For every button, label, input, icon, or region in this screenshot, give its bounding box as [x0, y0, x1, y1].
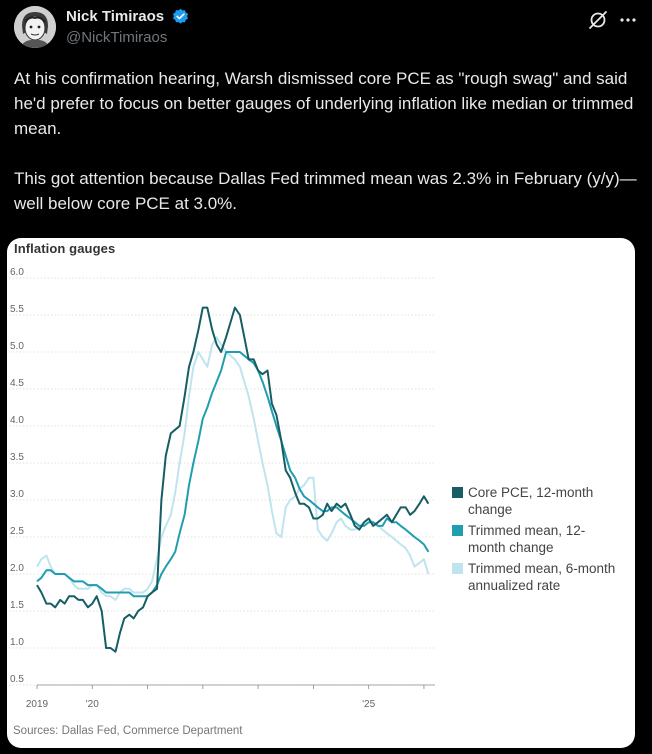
tweet-paragraph: This got attention because Dallas Fed tr… — [14, 169, 637, 213]
chart-source: Sources: Dallas Fed, Commerce Department — [13, 725, 243, 737]
y-tick-label: 6.0 — [10, 267, 24, 278]
chart-image[interactable]: 0.5 1.0 1.5 2.0 2.5 3.0 3.5 4.0 4.5 5.0 5.5 6.0 2019… — [7, 238, 635, 748]
verified-badge-icon — [172, 9, 188, 24]
legend-swatch — [452, 525, 463, 536]
legend-label: annualized rate — [468, 578, 560, 593]
y-tick-label: 5.0 — [10, 341, 24, 352]
y-tick-label: 2.5 — [10, 526, 24, 537]
tweet-header: Nick Timiraos @NickTimiraos — [14, 6, 638, 52]
series-line-2 — [36, 351, 430, 598]
y-tick-label: 4.5 — [10, 378, 24, 389]
grok-icon[interactable] — [588, 10, 608, 30]
y-tick-label: 3.0 — [10, 489, 24, 500]
tweet-text: At his confirmation hearing, Warsh dismi… — [14, 66, 638, 216]
legend-label: change — [468, 502, 512, 517]
y-tick-label: 2.0 — [10, 563, 24, 574]
series-line-3 — [36, 336, 430, 601]
y-tick-label: 4.0 — [10, 415, 24, 426]
author-handle[interactable]: @NickTimiraos — [66, 29, 168, 46]
legend-label: Trimmed mean, 6-month — [468, 561, 615, 576]
series-line-1 — [36, 306, 430, 653]
legend-label: Trimmed mean, 12- — [468, 523, 585, 538]
chart-title: Inflation gauges — [14, 241, 116, 256]
chart-canvas: 0.5 1.0 1.5 2.0 2.5 3.0 3.5 4.0 4.5 5.0 5.5 6.0 2019… — [9, 267, 615, 710]
more-options-icon[interactable] — [618, 10, 638, 30]
y-tick-label: 0.5 — [10, 674, 24, 685]
x-tick-label: '20 — [86, 699, 99, 710]
legend-swatch — [452, 487, 463, 498]
x-tick-label: 2019 — [26, 699, 49, 710]
y-tick-label: 1.5 — [10, 600, 24, 611]
tweet-paragraph: At his confirmation hearing, Warsh dismi… — [14, 69, 634, 138]
y-tick-label: 5.5 — [10, 304, 24, 315]
display-name[interactable]: Nick Timiraos — [66, 8, 165, 26]
legend-swatch — [452, 563, 463, 574]
y-tick-label: 3.5 — [10, 452, 24, 463]
author-names: Nick Timiraos @NickTimiraos — [66, 8, 189, 46]
avatar-portrait — [14, 6, 56, 48]
x-tick-label: '25 — [362, 699, 375, 710]
y-tick-label: 1.0 — [10, 637, 24, 648]
avatar[interactable] — [14, 6, 56, 48]
legend-label: Core PCE, 12-month — [468, 485, 593, 500]
legend-label: month change — [468, 540, 554, 555]
